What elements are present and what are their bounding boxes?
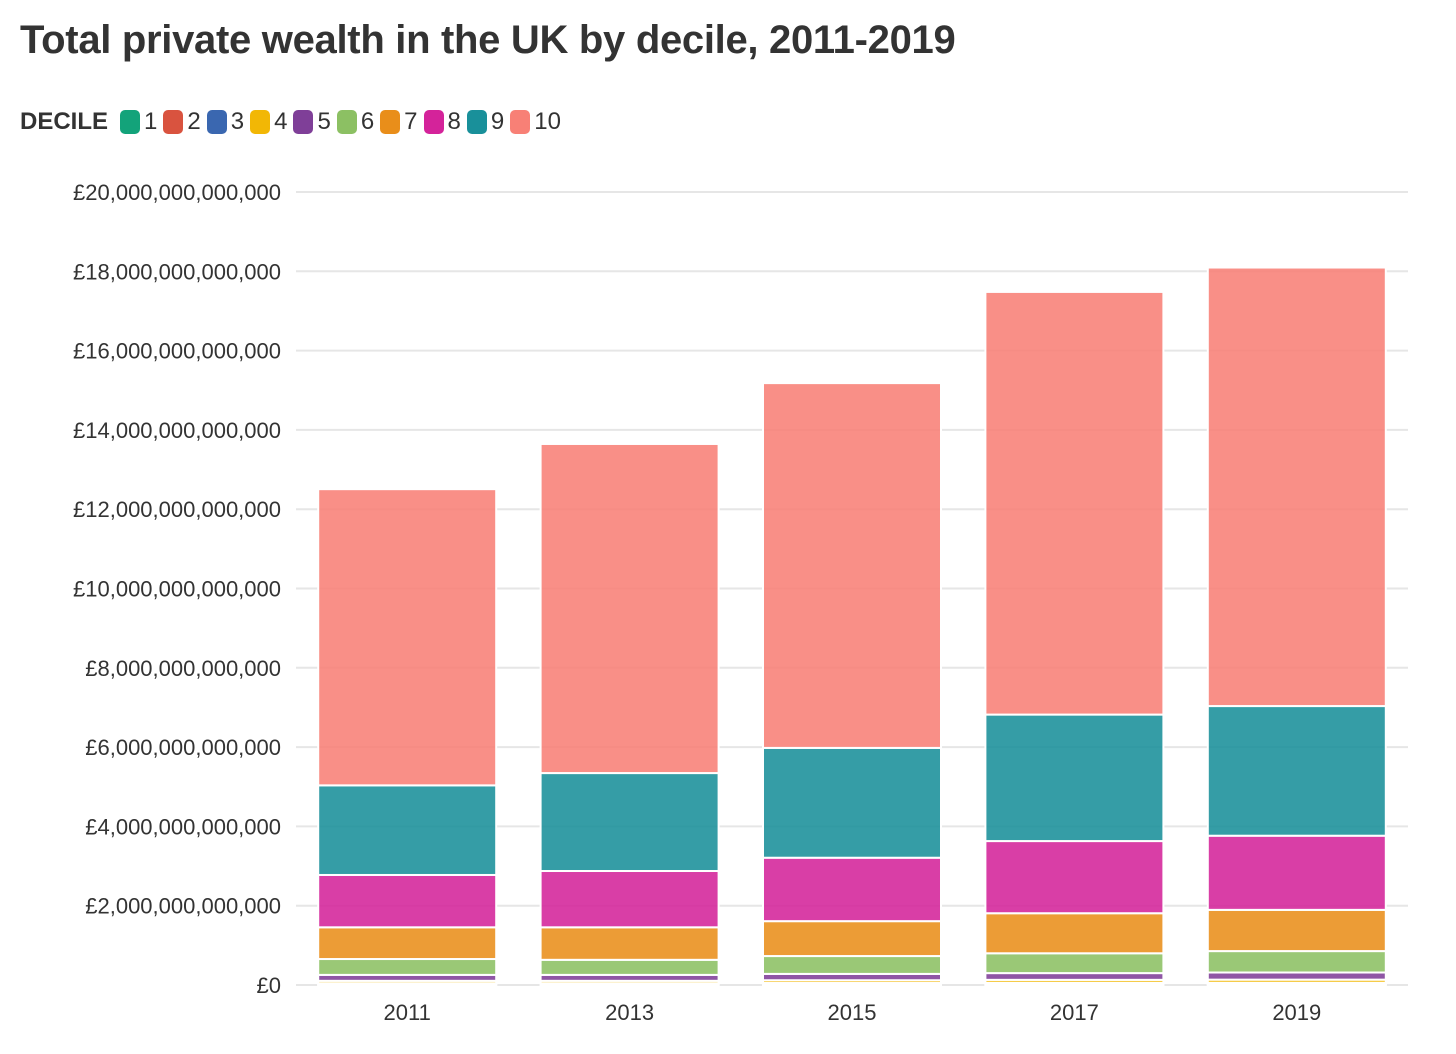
bar-segment [984, 972, 1165, 981]
legend-swatch [423, 110, 444, 134]
y-tick-label: £2,000,000,000,000 [85, 894, 281, 919]
bar-segment [317, 958, 498, 976]
legend-swatch [250, 110, 271, 134]
legend-item-label: 9 [490, 108, 505, 135]
bar-segment [1206, 834, 1387, 911]
legend-item-5[interactable]: 5 [293, 108, 331, 136]
y-tick-label: £4,000,000,000,000 [85, 814, 281, 839]
legend-item-label: 5 [317, 108, 331, 135]
legend-item-1[interactable]: 1 [120, 108, 157, 136]
y-tick-label: £18,000,000,000,000 [73, 259, 281, 284]
legend-item-label: 1 [144, 108, 158, 135]
x-tick-label: 2013 [605, 1000, 654, 1025]
legend-item-8[interactable]: 8 [423, 108, 461, 136]
legend-swatch [293, 110, 314, 134]
bar-segment [762, 856, 942, 923]
legend-swatch [466, 110, 487, 134]
y-tick-label: £8,000,000,000,000 [85, 656, 281, 681]
bar-segment [539, 958, 720, 976]
bar-segment [317, 926, 498, 961]
legend-swatch [206, 110, 227, 134]
y-tick-label: £6,000,000,000,000 [85, 735, 281, 760]
chart-title: Total private wealth in the UK by decile… [20, 18, 956, 62]
bar-segment [317, 784, 498, 876]
legend-item-label: 2 [187, 108, 201, 135]
legend-item-9[interactable]: 9 [466, 108, 505, 136]
bar-segment [762, 746, 942, 859]
bar-segment [762, 955, 942, 975]
bar-segment [1206, 950, 1387, 974]
bar-segment [317, 873, 498, 929]
legend-item-3[interactable]: 3 [206, 108, 245, 136]
bar-segment [1206, 908, 1387, 953]
legend-item-10[interactable]: 10 [510, 108, 561, 136]
legend-item-4[interactable]: 4 [250, 108, 287, 136]
legend-item-7[interactable]: 7 [380, 108, 418, 136]
legend-item-2[interactable]: 2 [163, 108, 201, 136]
bar-segment [984, 912, 1165, 955]
bar-segment [762, 382, 942, 749]
bar-segment [317, 488, 498, 787]
y-tick-label: £20,000,000,000,000 [73, 180, 281, 205]
y-tick-label: £14,000,000,000,000 [73, 418, 281, 443]
legend-item-label: 8 [447, 108, 461, 135]
x-tick-label: 2019 [1272, 1000, 1321, 1025]
legend-swatch [510, 110, 531, 134]
legend-item-label: 7 [404, 108, 418, 135]
legend-label: DECILE [20, 108, 109, 135]
y-tick-label: £0 [257, 973, 281, 998]
legend-swatch [163, 110, 184, 134]
legend-swatch [120, 110, 141, 134]
legend-item-label: 3 [230, 108, 245, 135]
y-tick-label: £10,000,000,000,000 [73, 577, 281, 602]
x-tick-label: 2015 [828, 1000, 877, 1025]
y-tick-label: £16,000,000,000,000 [73, 339, 281, 364]
bar-segment [539, 772, 720, 873]
x-tick-label: 2017 [1050, 1000, 1099, 1025]
x-tick-label: 2011 [384, 1000, 431, 1025]
bar-segment [984, 952, 1165, 975]
legend-item-label: 10 [534, 108, 561, 135]
bar-segment [762, 920, 942, 958]
y-tick-label: £12,000,000,000,000 [73, 497, 281, 522]
bar-segment [984, 290, 1165, 716]
legend-item-label: 6 [360, 108, 375, 135]
bar-segment [539, 926, 720, 961]
bar-segment [1206, 705, 1387, 837]
bar-segment [539, 442, 720, 775]
legend: DECILE 1 2 3 4 5 6 7 8 9 10 [20, 108, 567, 136]
bar-segment [1206, 266, 1387, 708]
bar-segment [984, 840, 1165, 915]
bar-segment [1206, 971, 1387, 981]
legend-swatch [336, 110, 357, 134]
legend-item-6[interactable]: 6 [336, 108, 375, 136]
bar-segment [539, 870, 720, 929]
legend-swatch [380, 110, 401, 134]
bar-segment [984, 713, 1165, 843]
legend-item-label: 4 [274, 108, 288, 135]
